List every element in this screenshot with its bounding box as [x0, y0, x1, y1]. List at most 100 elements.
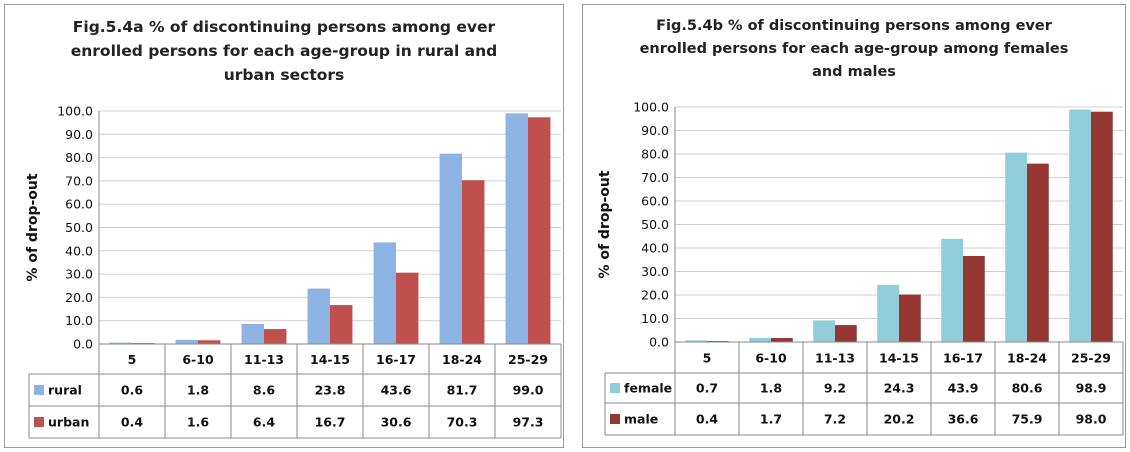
- y-tick-label: 60.0: [65, 197, 93, 212]
- bar-rural: [373, 242, 396, 344]
- legend-key-male: [610, 414, 620, 424]
- data-value-urban: 1.6: [187, 415, 209, 430]
- data-value-urban: 16.7: [315, 415, 346, 430]
- bar-male: [835, 325, 857, 342]
- chart-title-line: Fig.5.4a % of discontinuing persons amon…: [72, 18, 496, 36]
- data-value-female: 80.6: [1012, 381, 1043, 396]
- data-value-rural: 23.8: [315, 383, 346, 398]
- data-value-female: 24.3: [884, 381, 915, 396]
- bar-rural: [175, 339, 198, 344]
- y-tick-label: 20.0: [641, 288, 669, 303]
- category-label: 25-29: [1071, 351, 1111, 366]
- chart-title: Fig.5.4b % of discontinuing persons amon…: [583, 15, 1125, 84]
- y-tick-label: 10.0: [65, 313, 93, 328]
- bar-female: [941, 238, 963, 342]
- data-value-urban: 70.3: [447, 415, 478, 430]
- bar-rural: [505, 113, 528, 344]
- data-value-urban: 30.6: [381, 415, 412, 430]
- bar-female: [1069, 109, 1091, 343]
- bar-urban: [330, 305, 353, 344]
- legend-label-rural: rural: [48, 383, 82, 398]
- data-value-rural: 8.6: [253, 383, 275, 398]
- data-value-urban: 0.4: [121, 415, 143, 430]
- category-label: 6-10: [755, 351, 787, 366]
- bar-male: [963, 255, 985, 342]
- y-tick-label: 70.0: [641, 170, 669, 185]
- y-tick-label: 0.0: [649, 335, 669, 350]
- data-value-rural: 81.7: [447, 383, 478, 398]
- data-value-male: 36.6: [948, 412, 979, 427]
- y-tick-label: 0.0: [73, 337, 93, 352]
- category-label: 18-24: [442, 352, 482, 367]
- category-label: 25-29: [508, 352, 548, 367]
- y-tick-label: 80.0: [65, 150, 93, 165]
- category-label: 11-13: [815, 351, 855, 366]
- bar-urban: [396, 272, 419, 344]
- bar-rural: [439, 153, 462, 344]
- y-tick-label: 50.0: [65, 220, 93, 235]
- y-tick-label: 20.0: [65, 290, 93, 305]
- bar-rural: [241, 323, 264, 344]
- chart-panel-rural-urban: Fig.5.4a % of discontinuing persons amon…: [4, 4, 564, 448]
- bar-rural: [109, 342, 132, 344]
- category-label: 14-15: [310, 352, 350, 367]
- bar-male: [1027, 163, 1049, 342]
- data-value-rural: 0.6: [121, 383, 143, 398]
- data-value-urban: 6.4: [253, 415, 275, 430]
- data-value-male: 20.2: [884, 412, 915, 427]
- y-tick-label: 50.0: [641, 217, 669, 232]
- chart-panel-female-male: Fig.5.4b % of discontinuing persons amon…: [582, 4, 1126, 448]
- data-value-rural: 1.8: [187, 383, 209, 398]
- data-value-male: 98.0: [1076, 412, 1107, 427]
- category-label: 6-10: [182, 352, 214, 367]
- y-tick-label: 60.0: [641, 194, 669, 209]
- chart-title-line: Fig.5.4b % of discontinuing persons amon…: [656, 18, 1052, 34]
- bar-female: [877, 284, 899, 342]
- data-value-female: 43.9: [948, 381, 979, 396]
- chart-title-line: and males: [812, 64, 896, 80]
- y-tick-label: 70.0: [65, 173, 93, 188]
- data-value-male: 1.7: [760, 412, 782, 427]
- data-value-male: 0.4: [696, 412, 718, 427]
- data-value-male: 75.9: [1012, 412, 1043, 427]
- y-tick-label: 100.0: [633, 100, 669, 115]
- bar-male: [899, 294, 921, 342]
- y-tick-label: 40.0: [65, 243, 93, 258]
- chart-title-line: enrolled persons for each age-group in r…: [70, 42, 498, 60]
- bar-female: [813, 320, 835, 342]
- data-value-female: 98.9: [1076, 381, 1107, 396]
- y-tick-label: 100.0: [57, 104, 93, 119]
- bar-urban: [528, 117, 551, 344]
- bar-female: [1005, 152, 1027, 342]
- y-axis-label: % of drop-out: [25, 173, 41, 281]
- legend-label-male: male: [624, 412, 658, 427]
- data-value-rural: 99.0: [513, 383, 544, 398]
- y-tick-label: 90.0: [641, 123, 669, 138]
- chart-title: Fig.5.4a % of discontinuing persons amon…: [5, 15, 563, 87]
- data-value-male: 7.2: [824, 412, 846, 427]
- y-tick-label: 10.0: [641, 311, 669, 326]
- bar-chart-rural-urban: 0.0 10.0 20.0 30.0 40.0 50.0 60.0 70.0 80.0 90.0 1…: [25, 104, 562, 439]
- category-label: 5: [128, 352, 137, 367]
- legend-label-urban: urban: [48, 415, 89, 430]
- legend-key-female: [610, 383, 620, 393]
- category-label: 11-13: [244, 352, 284, 367]
- bar-female: [685, 340, 707, 342]
- data-value-rural: 43.6: [381, 383, 412, 398]
- bar-male: [771, 338, 793, 342]
- bar-male: [1091, 111, 1113, 342]
- y-tick-label: 30.0: [641, 264, 669, 279]
- chart-title-line: enrolled persons for each age-group amon…: [639, 41, 1069, 57]
- category-label: 18-24: [1007, 351, 1047, 366]
- legend-key-urban: [34, 417, 44, 427]
- bar-urban: [462, 180, 485, 344]
- y-tick-label: 80.0: [641, 147, 669, 162]
- category-label: 16-17: [943, 351, 983, 366]
- y-tick-label: 30.0: [65, 267, 93, 282]
- data-value-female: 0.7: [696, 381, 718, 396]
- bar-female: [749, 337, 771, 342]
- category-label: 5: [703, 351, 712, 366]
- legend-label-female: female: [624, 381, 672, 396]
- y-axis-label: % of drop-out: [597, 170, 613, 278]
- y-tick-label: 90.0: [65, 127, 93, 142]
